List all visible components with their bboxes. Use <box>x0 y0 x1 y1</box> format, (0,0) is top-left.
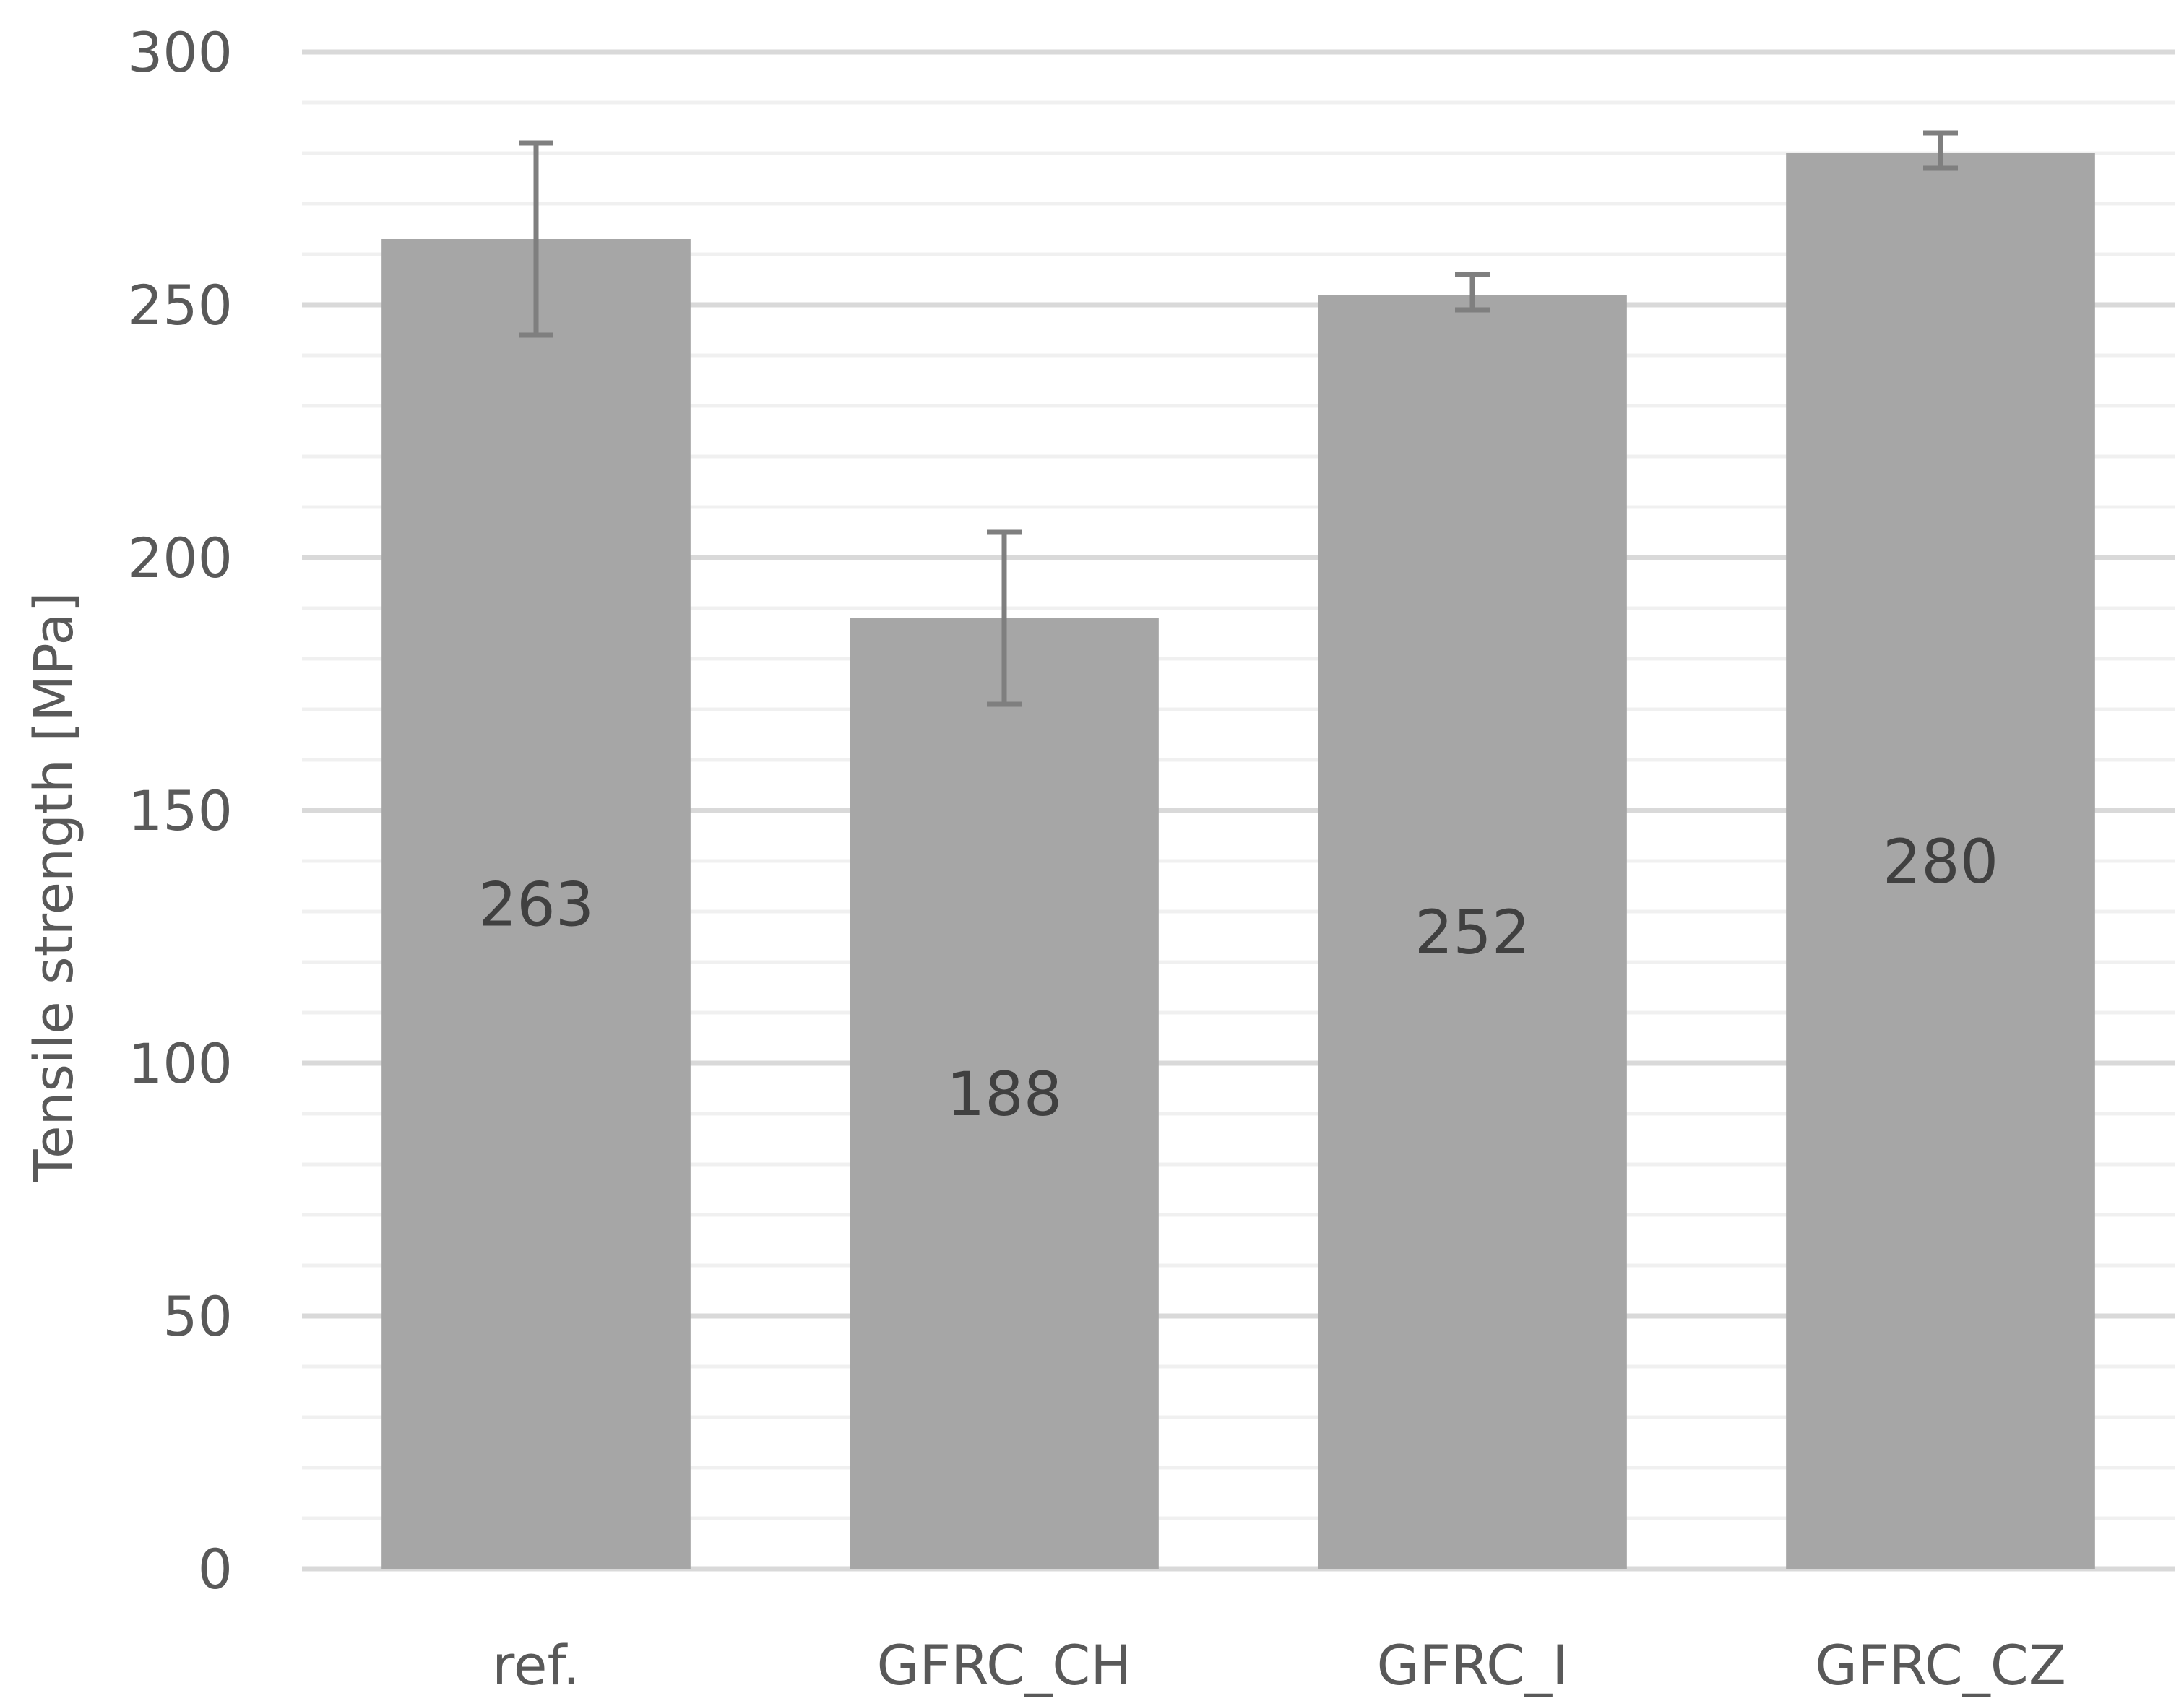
error-bar <box>519 140 553 338</box>
x-category-label: GFRC_I <box>1376 1633 1568 1697</box>
bar <box>381 239 691 1569</box>
y-tick-label: 0 <box>198 1537 233 1601</box>
y-tick-label: 200 <box>128 526 233 590</box>
data-labels: 263 188 252 280 <box>478 826 1998 1130</box>
y-axis-tick-labels: 0 50 100 150 200 250 300 <box>128 20 233 1601</box>
y-tick-label: 300 <box>128 20 233 85</box>
y-tick-label: 50 <box>163 1284 233 1349</box>
y-axis-title: Tensile strength [MPa] <box>23 592 85 1182</box>
x-category-label: GFRC_CZ <box>1815 1633 2066 1697</box>
data-label: 263 <box>478 870 594 940</box>
y-tick-label: 150 <box>128 779 233 843</box>
data-label: 188 <box>946 1059 1062 1130</box>
error-bar <box>987 529 1022 707</box>
error-bar <box>1923 130 1958 171</box>
y-tick-label: 100 <box>128 1031 233 1096</box>
data-label: 280 <box>1883 826 1998 897</box>
y-tick-label: 250 <box>128 273 233 337</box>
error-bar <box>1455 272 1490 313</box>
bar <box>1318 295 1627 1569</box>
data-label: 252 <box>1415 897 1530 968</box>
error-bars <box>519 130 1958 707</box>
bar <box>850 618 1159 1569</box>
x-category-label: GFRC_CH <box>877 1633 1132 1697</box>
bars <box>381 153 2095 1569</box>
x-category-label: ref. <box>492 1633 580 1697</box>
bar <box>1786 153 2095 1569</box>
x-axis-category-labels: ref. GFRC_CH GFRC_I GFRC_CZ <box>492 1633 2066 1697</box>
